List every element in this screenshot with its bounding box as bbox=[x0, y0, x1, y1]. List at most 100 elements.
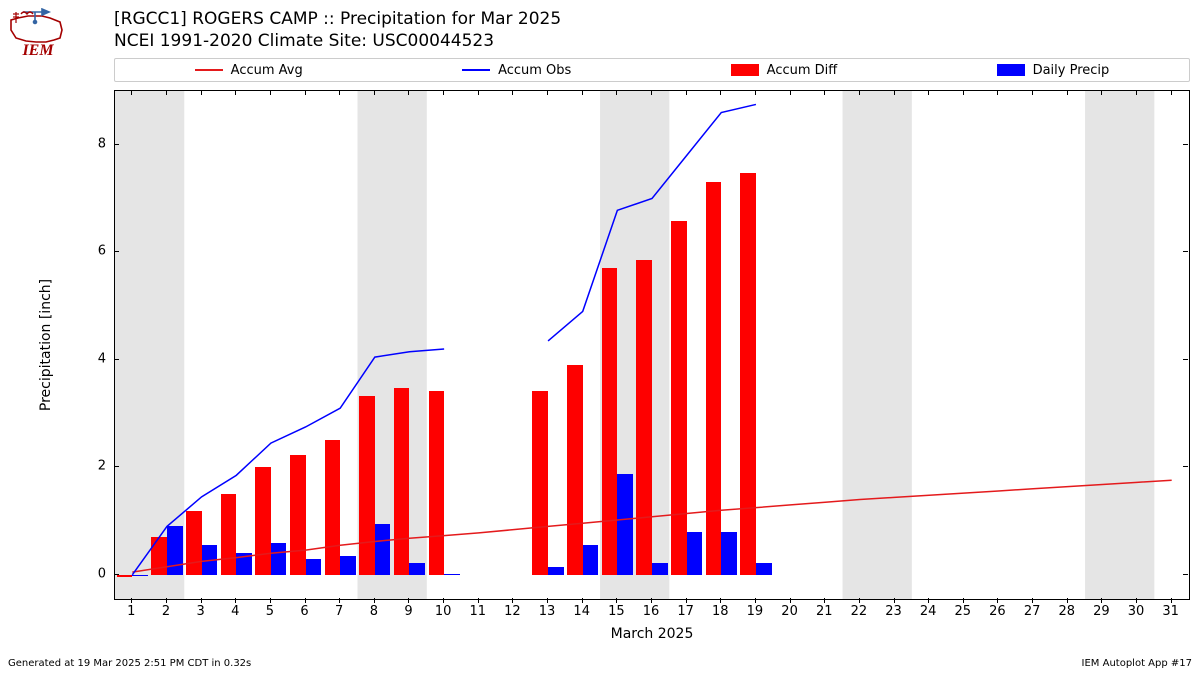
xtick-mark bbox=[1032, 598, 1033, 603]
xtick-mark bbox=[512, 90, 513, 95]
xtick-mark bbox=[686, 598, 687, 603]
xtick-mark bbox=[616, 90, 617, 95]
xtick-label: 5 bbox=[266, 604, 274, 619]
xtick-mark bbox=[824, 90, 825, 95]
xtick-label: 3 bbox=[196, 604, 204, 619]
xtick-label: 15 bbox=[608, 604, 625, 619]
ytick-label: 0 bbox=[98, 566, 106, 581]
xtick-mark bbox=[1171, 598, 1172, 603]
legend-swatch bbox=[462, 69, 490, 71]
xtick-mark bbox=[270, 598, 271, 603]
legend-label: Daily Precip bbox=[1033, 63, 1110, 78]
title-line2: NCEI 1991-2020 Climate Site: USC00044523 bbox=[114, 30, 561, 52]
xtick-label: 29 bbox=[1093, 604, 1110, 619]
xtick-mark bbox=[859, 598, 860, 603]
xtick-mark bbox=[235, 598, 236, 603]
legend-swatch bbox=[731, 64, 759, 76]
xtick-mark bbox=[755, 90, 756, 95]
xtick-label: 22 bbox=[851, 604, 868, 619]
xtick-label: 23 bbox=[885, 604, 902, 619]
legend-item-3: Daily Precip bbox=[997, 63, 1110, 78]
legend-swatch bbox=[195, 69, 223, 71]
xtick-label: 10 bbox=[435, 604, 452, 619]
svg-text:IEM: IEM bbox=[21, 42, 54, 59]
xtick-label: 16 bbox=[643, 604, 660, 619]
accum-obs-line-0 bbox=[132, 349, 444, 575]
xtick-mark bbox=[131, 90, 132, 95]
xtick-mark bbox=[408, 598, 409, 603]
xtick-mark bbox=[339, 598, 340, 603]
xtick-label: 13 bbox=[539, 604, 556, 619]
xtick-label: 28 bbox=[1058, 604, 1075, 619]
ytick-label: 8 bbox=[98, 136, 106, 151]
xtick-mark bbox=[824, 598, 825, 603]
xtick-label: 7 bbox=[335, 604, 343, 619]
y-axis-label: Precipitation [inch] bbox=[38, 279, 54, 411]
plot-area bbox=[114, 90, 1190, 600]
xtick-label: 9 bbox=[404, 604, 412, 619]
xtick-mark bbox=[201, 90, 202, 95]
ytick-mark bbox=[1183, 359, 1188, 360]
legend-item-0: Accum Avg bbox=[195, 63, 303, 78]
xtick-mark bbox=[478, 598, 479, 603]
ytick-mark bbox=[1183, 466, 1188, 467]
xtick-mark bbox=[928, 90, 929, 95]
xtick-mark bbox=[201, 598, 202, 603]
xtick-label: 31 bbox=[1162, 604, 1179, 619]
xtick-mark bbox=[305, 598, 306, 603]
xtick-label: 18 bbox=[712, 604, 729, 619]
xtick-label: 14 bbox=[573, 604, 590, 619]
xtick-mark bbox=[651, 90, 652, 95]
xtick-mark bbox=[1032, 90, 1033, 95]
xtick-mark bbox=[582, 90, 583, 95]
legend: Accum Avg Accum Obs Accum Diff Daily Precip bbox=[114, 58, 1190, 82]
xtick-label: 27 bbox=[1024, 604, 1041, 619]
xtick-mark bbox=[270, 90, 271, 95]
xtick-label: 30 bbox=[1128, 604, 1145, 619]
xtick-mark bbox=[859, 90, 860, 95]
accum-obs-line-1 bbox=[548, 104, 756, 341]
xtick-mark bbox=[166, 598, 167, 603]
xtick-mark bbox=[720, 90, 721, 95]
legend-item-1: Accum Obs bbox=[462, 63, 571, 78]
ytick-mark bbox=[1183, 574, 1188, 575]
xtick-mark bbox=[928, 598, 929, 603]
xtick-label: 19 bbox=[747, 604, 764, 619]
xtick-mark bbox=[1067, 598, 1068, 603]
xtick-mark bbox=[1067, 90, 1068, 95]
x-axis-label: March 2025 bbox=[611, 626, 694, 642]
xtick-mark bbox=[720, 598, 721, 603]
xtick-mark bbox=[963, 598, 964, 603]
iem-logo: IEM bbox=[8, 8, 68, 64]
xtick-label: 12 bbox=[504, 604, 521, 619]
footer-app: IEM Autoplot App #17 bbox=[1082, 658, 1192, 669]
ytick-label: 4 bbox=[98, 351, 106, 366]
xtick-mark bbox=[235, 90, 236, 95]
xtick-label: 21 bbox=[816, 604, 833, 619]
ytick-mark bbox=[1183, 144, 1188, 145]
xtick-label: 25 bbox=[955, 604, 972, 619]
xtick-mark bbox=[443, 90, 444, 95]
xtick-mark bbox=[894, 90, 895, 95]
xtick-mark bbox=[512, 598, 513, 603]
xtick-mark bbox=[547, 90, 548, 95]
xtick-mark bbox=[790, 598, 791, 603]
xtick-mark bbox=[374, 90, 375, 95]
title-line1: [RGCC1] ROGERS CAMP :: Precipitation for… bbox=[114, 8, 561, 30]
xtick-mark bbox=[997, 598, 998, 603]
xtick-mark bbox=[963, 90, 964, 95]
xtick-label: 8 bbox=[370, 604, 378, 619]
xtick-label: 11 bbox=[469, 604, 486, 619]
ytick-mark bbox=[1183, 251, 1188, 252]
ytick-mark bbox=[114, 251, 119, 252]
ytick-mark bbox=[114, 466, 119, 467]
xtick-mark bbox=[616, 598, 617, 603]
ytick-label: 6 bbox=[98, 244, 106, 259]
xtick-mark bbox=[339, 90, 340, 95]
xtick-mark bbox=[1171, 90, 1172, 95]
legend-label: Accum Obs bbox=[498, 63, 571, 78]
legend-item-2: Accum Diff bbox=[731, 63, 838, 78]
ytick-mark bbox=[114, 144, 119, 145]
xtick-mark bbox=[547, 598, 548, 603]
xtick-mark bbox=[408, 90, 409, 95]
